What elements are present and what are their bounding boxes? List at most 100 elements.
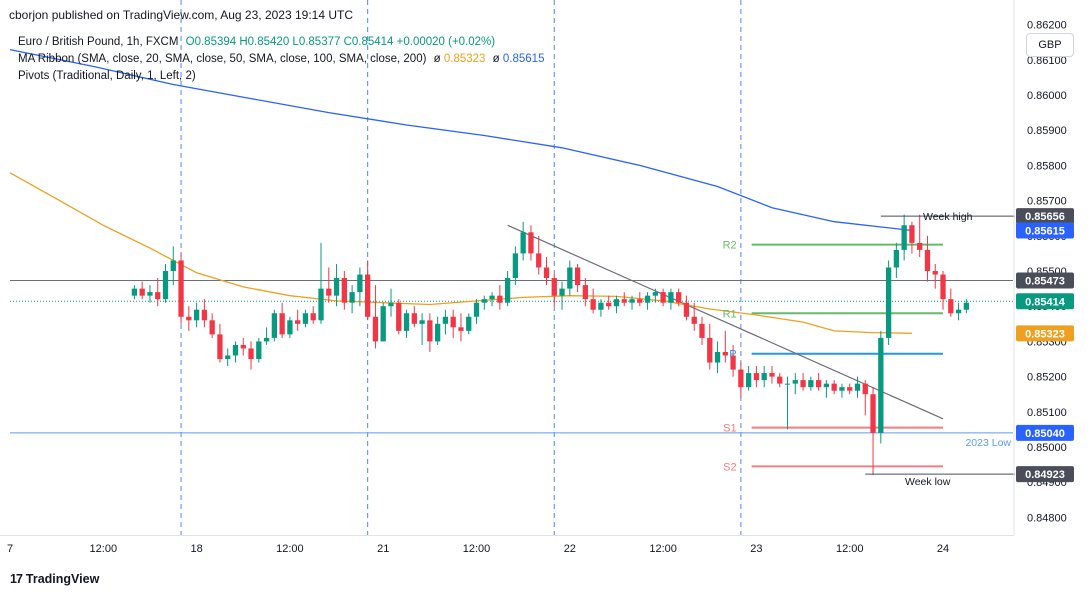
y-tick-label: 0.85900 [1027,125,1067,137]
candle-body [419,320,425,324]
candle-body [178,260,184,317]
y-tick-label: 0.86100 [1027,55,1067,67]
hline-label: 2023 Low [965,437,1011,449]
price-axis-label-bg [1016,208,1074,225]
candle-body [403,313,410,331]
candle-body [295,320,301,324]
candle-body [761,373,767,381]
candle-body [644,295,651,303]
candle-body [365,274,371,317]
legend-symbol[interactable]: Euro / British Pound, 1h, FXCM [18,36,179,48]
candle-body [504,278,511,303]
currency-button[interactable]: GBP [1026,33,1074,57]
candle-body [917,242,923,250]
candle-body [442,316,449,324]
candle-body [481,299,487,303]
eye-icon: ø [433,53,441,65]
legend-ma50-value: 0.85323 [443,53,486,65]
candle-body [613,299,620,307]
candle-body [333,278,340,296]
x-tick-label: 24 [937,543,949,555]
candle-body [652,292,658,296]
candle-body [815,380,822,388]
candle-body [256,341,262,360]
y-tick-label: 0.85800 [1027,160,1067,172]
candle-body [753,373,760,381]
candle-body [139,288,145,296]
candle-body [574,267,581,286]
candle-body [458,327,464,331]
candle-body [714,351,721,363]
candle-body [606,302,612,307]
candle-body [699,323,705,338]
pivot-label-r2: R2 [723,240,737,252]
candle-body [217,334,223,360]
price-axis-label-bg [1016,293,1074,310]
y-tick-label: 0.85000 [1027,442,1067,454]
x-tick-label: 12:00 [836,543,864,555]
candle-body [823,383,830,388]
candle-body [730,355,736,370]
candle-body [862,383,868,395]
y-tick-label: 0.85700 [1027,196,1067,208]
candle-body [147,292,153,296]
candle-body [878,337,884,433]
candle-body [279,313,285,335]
legend-pivots-label[interactable]: Pivots (Traditional, Daily, 1, Left, 2) [18,70,196,82]
candle-body [738,369,744,388]
price-axis-label: 0.85615 [1025,226,1065,238]
eye-icon: ø [492,53,500,65]
candle-body [271,313,278,338]
candle-body [466,316,472,331]
price-axis-label: 0.85323 [1025,328,1065,340]
candle-body [536,253,542,268]
x-tick-label: 18 [190,543,202,555]
candle-body [512,253,519,279]
candle-body [450,316,456,328]
annotation-label: Week high [923,211,973,223]
candle-body [948,299,954,314]
price-axis-label: 0.85414 [1025,296,1066,308]
candle-body [800,380,806,388]
candle-body [839,387,845,391]
candle-body [885,267,892,338]
tradingview-logo-icon: 17 [10,572,23,586]
candle-body [225,355,231,360]
x-tick-label: 12:00 [90,543,118,555]
candle-body [870,394,876,433]
candle-body [318,288,324,321]
candle-body [808,380,814,388]
legend-ma-label[interactable]: MA Ribbon (SMA, close, 20, SMA, close, 5… [18,53,427,65]
candle-body [893,249,900,268]
candle-body [170,260,176,272]
legend-ma-row: MA Ribbon (SMA, close, 20, SMA, close, 5… [18,53,544,65]
candle-body [209,320,215,335]
candle-body [186,316,192,321]
candle-body [924,249,931,272]
candle-body [341,278,347,303]
candle-body [707,337,713,363]
price-axis-label-bg [1016,325,1074,342]
candle-body [629,299,635,303]
candle-body [637,299,643,303]
y-tick-label: 0.86200 [1027,20,1067,32]
y-tick-label: 0.85100 [1027,407,1067,419]
x-tick-label: 21 [377,543,389,555]
candle-body [497,295,503,303]
price-axis-label: 0.85040 [1025,428,1065,440]
candle-body [349,292,355,303]
candle-body [668,292,674,303]
price-axis-label-bg [1016,272,1074,289]
pivot-label-r1: R1 [723,308,737,320]
annotation-label: Week low [905,476,951,488]
trendline [507,224,944,420]
price-axis-label: 0.85473 [1025,276,1065,288]
candle-body [909,225,915,243]
candle-body [357,274,363,293]
x-tick-label: 23 [750,543,762,555]
candle-body [193,309,200,321]
candle-body [489,295,495,300]
brand-name: TradingView [25,572,100,586]
candle-body [201,309,208,321]
